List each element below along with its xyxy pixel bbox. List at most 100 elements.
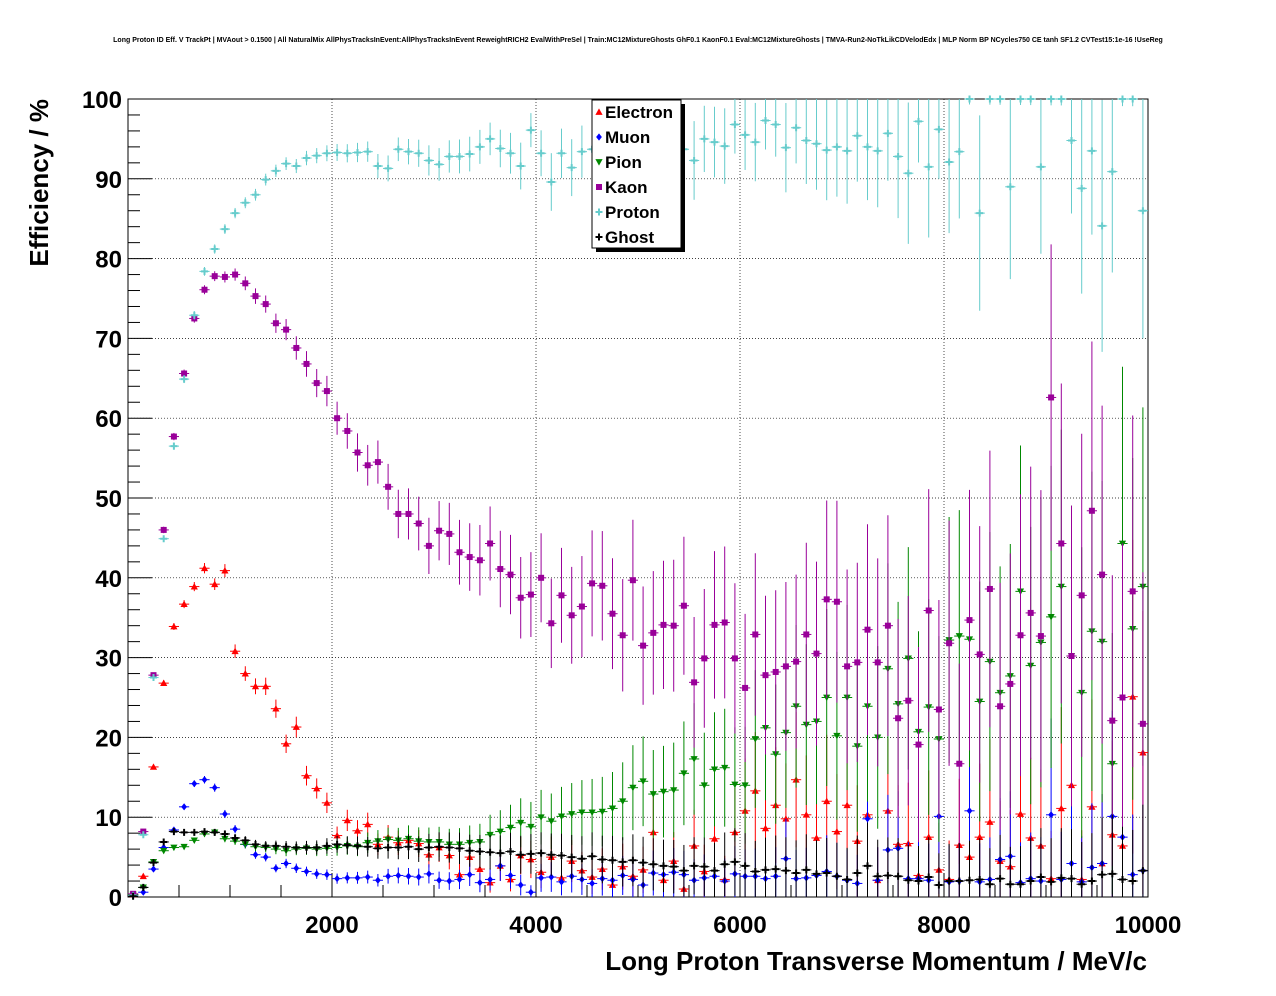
data-point	[659, 788, 668, 796]
data-point	[904, 876, 912, 884]
data-point	[843, 147, 851, 155]
data-point	[629, 577, 636, 584]
data-point	[293, 864, 300, 872]
data-point	[823, 797, 831, 805]
data-point	[200, 564, 209, 572]
data-point	[221, 225, 229, 233]
y-tick-label: 60	[95, 406, 122, 433]
data-point	[170, 844, 178, 852]
y-tick-label: 40	[95, 566, 122, 593]
x-axis-title: Long Proton Transverse Momentum / MeV/c	[605, 946, 1147, 976]
data-point	[792, 869, 800, 877]
data-point	[1006, 880, 1014, 888]
data-point	[507, 571, 514, 578]
data-point	[864, 143, 871, 151]
data-point	[1098, 871, 1106, 879]
data-point	[966, 617, 973, 624]
data-point	[925, 607, 932, 614]
data-point	[578, 855, 586, 863]
data-point	[721, 142, 729, 150]
data-point	[303, 154, 310, 162]
data-point	[955, 148, 963, 156]
y-tick-label: 50	[95, 486, 122, 513]
data-point	[782, 867, 790, 875]
data-point	[833, 872, 841, 880]
data-point	[343, 841, 351, 849]
data-point	[344, 874, 351, 882]
data-point	[772, 751, 780, 758]
data-point	[446, 877, 453, 885]
data-point	[272, 705, 280, 712]
data-point	[262, 853, 269, 861]
data-point	[445, 152, 453, 160]
data-point	[915, 741, 922, 748]
data-point	[394, 145, 402, 153]
data-point	[251, 682, 260, 690]
data-point	[150, 859, 157, 867]
data-point	[670, 863, 678, 871]
data-point	[1109, 717, 1116, 724]
data-point	[619, 858, 627, 866]
data-point	[1027, 877, 1035, 885]
data-point	[507, 848, 514, 856]
data-point	[649, 860, 657, 868]
data-point	[221, 830, 229, 838]
data-point	[354, 148, 361, 156]
data-point	[252, 191, 259, 199]
data-point	[221, 835, 229, 843]
data-point	[354, 874, 361, 882]
data-point	[476, 557, 483, 564]
data-point	[761, 824, 770, 832]
data-point	[302, 772, 311, 779]
data-point	[844, 663, 851, 670]
legend-label-muon: Muon	[605, 128, 650, 147]
data-point	[211, 828, 219, 836]
data-point	[354, 842, 361, 850]
data-point	[241, 669, 249, 677]
data-point	[405, 843, 412, 851]
data-point	[282, 843, 290, 851]
data-point	[966, 807, 973, 815]
y-tick-label: 70	[95, 326, 122, 353]
data-point	[456, 152, 463, 160]
data-point	[1068, 875, 1075, 883]
data-point	[537, 814, 545, 821]
data-point	[425, 542, 432, 549]
data-point	[1078, 184, 1086, 192]
data-point	[721, 764, 729, 772]
data-point	[1119, 694, 1126, 701]
data-point	[700, 135, 708, 143]
data-point	[670, 787, 678, 794]
data-point	[313, 784, 321, 792]
data-point	[752, 631, 759, 638]
data-point	[589, 580, 596, 587]
data-point	[241, 199, 249, 207]
data-series	[128, 95, 1148, 900]
data-point	[527, 850, 535, 858]
data-point	[517, 162, 525, 170]
data-point	[292, 723, 300, 730]
data-point	[333, 831, 341, 839]
data-point	[598, 855, 606, 863]
legend-marker-ghost	[595, 233, 603, 241]
data-point	[772, 668, 779, 675]
data-point	[823, 596, 830, 603]
data-point	[180, 600, 188, 608]
data-point	[313, 844, 321, 852]
data-point	[415, 520, 422, 527]
data-point	[853, 869, 861, 877]
data-point	[721, 860, 729, 868]
data-point	[1108, 168, 1116, 176]
data-point	[660, 621, 667, 628]
data-point	[853, 132, 861, 140]
data-point	[629, 784, 637, 792]
y-axis-title: Efficiency / %	[24, 99, 54, 267]
data-point	[1037, 163, 1045, 171]
data-point	[976, 209, 984, 217]
data-point	[476, 865, 484, 872]
data-point	[802, 866, 810, 874]
data-point	[1139, 207, 1147, 215]
data-point	[649, 791, 657, 798]
data-point	[1108, 870, 1116, 878]
